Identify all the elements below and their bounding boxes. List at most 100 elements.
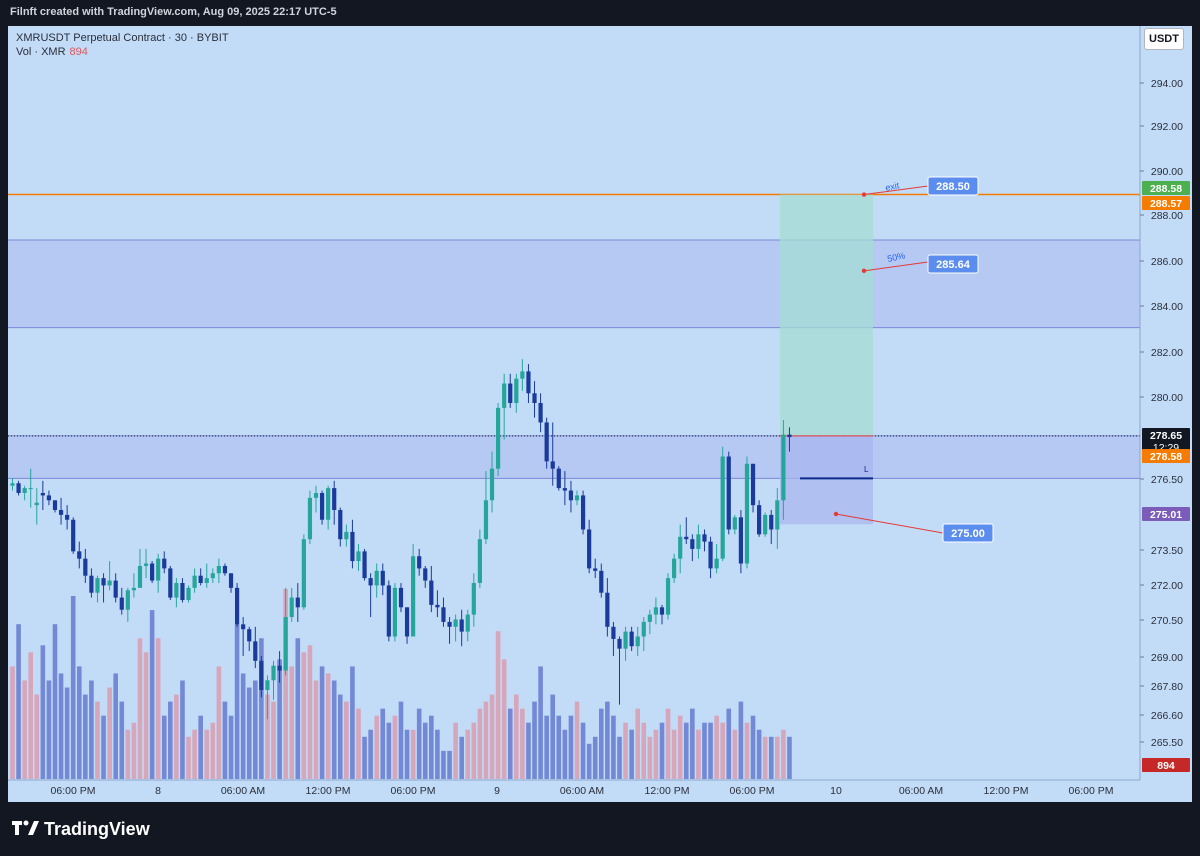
candle-body	[556, 468, 561, 489]
candle-body	[295, 597, 300, 608]
volume-bar	[283, 589, 288, 779]
half-callout-box	[927, 254, 979, 274]
volume-bar	[34, 694, 40, 779]
volume-bar	[429, 715, 434, 779]
candles	[10, 359, 792, 720]
time-tick-label: 9	[494, 785, 500, 797]
volume-bar	[119, 701, 125, 779]
currency-button[interactable]: USDT	[1144, 28, 1184, 50]
candle-body	[58, 510, 64, 515]
candle-body	[708, 541, 713, 569]
volume-bar	[228, 715, 234, 779]
candle-body	[119, 597, 124, 610]
candle-body	[726, 456, 731, 530]
candle-body	[156, 558, 161, 581]
volume-bar	[198, 715, 203, 779]
volume-bar	[83, 694, 88, 779]
volume-bar	[143, 652, 149, 779]
half-callout-line	[863, 261, 929, 272]
price-tag	[1142, 758, 1190, 772]
volume-bar	[495, 631, 501, 779]
volume-bar	[259, 638, 264, 779]
volume-bar	[744, 722, 750, 779]
price-tick-label: 288.00	[1151, 210, 1183, 222]
candle-body	[180, 582, 185, 601]
volume-bar	[787, 736, 792, 779]
time-tick-label: 06:00 PM	[391, 785, 436, 797]
vol-label: Vol · XMR	[16, 46, 66, 58]
half-callout-label: 50%	[886, 250, 906, 264]
candle-body	[738, 517, 743, 564]
volume-bar	[465, 729, 471, 779]
volume-bar	[756, 729, 762, 779]
volume-bar	[28, 652, 34, 779]
volume-bar	[295, 638, 301, 779]
volume-bar	[647, 736, 653, 779]
price-tick-label: 294.00	[1151, 78, 1183, 90]
volume-bar	[659, 722, 665, 779]
exit-callout-line	[863, 185, 929, 196]
volume-bar	[210, 722, 216, 779]
chart-frame[interactable]	[8, 26, 1192, 802]
price-tag	[1142, 181, 1190, 195]
zones	[8, 239, 1140, 479]
candle-body	[95, 578, 100, 593]
candle-body	[459, 619, 464, 632]
candle-body	[326, 488, 331, 520]
volume-bar	[574, 701, 580, 779]
volume-bar	[598, 708, 604, 779]
half-callout-value: 285.64	[936, 259, 971, 271]
time-tick-label: 10	[830, 785, 842, 797]
candle-body	[605, 592, 610, 627]
candle-body	[77, 551, 82, 559]
candle-body	[496, 407, 501, 469]
candle-body	[714, 558, 719, 569]
candle-body	[423, 568, 428, 581]
candle-body	[28, 488, 33, 490]
candle-body	[192, 575, 197, 588]
volume-bar	[617, 736, 622, 779]
volume-bar	[137, 638, 143, 779]
volume-bar	[453, 722, 458, 779]
volume-bar	[289, 666, 295, 779]
volume-bar	[635, 708, 641, 779]
candle-body	[690, 539, 695, 549]
volume-bar	[58, 673, 64, 779]
price-tag-label: 288.57	[1150, 198, 1182, 210]
candle-body	[332, 488, 337, 511]
candle-body	[271, 665, 276, 681]
volume-bar	[526, 722, 531, 779]
candle-body	[289, 597, 294, 618]
candle-body	[672, 558, 677, 579]
candle-body	[678, 536, 683, 559]
candle-body	[775, 500, 780, 530]
volume-bar	[374, 715, 379, 779]
candle-body	[757, 505, 762, 535]
volume-bar	[307, 645, 313, 779]
volume-bar	[301, 652, 307, 779]
candle-body	[89, 575, 94, 593]
candle-body	[526, 371, 531, 394]
time-tick-label: 06:00 PM	[51, 785, 96, 797]
volume-bar	[368, 729, 373, 779]
volume-bar	[271, 701, 276, 779]
volume-bar	[404, 729, 410, 779]
target-zone	[780, 194, 873, 436]
price-tick-label: 270.50	[1151, 615, 1183, 627]
candle-body	[107, 580, 112, 586]
volume-bar	[580, 722, 586, 779]
price-tick-label: 269.00	[1151, 652, 1183, 664]
volume-bar	[149, 610, 155, 779]
volume-bar	[216, 666, 222, 779]
time-tick-label: 8	[155, 785, 161, 797]
candle-body	[168, 568, 173, 598]
candle-body	[763, 514, 768, 535]
volume-bar	[775, 736, 780, 779]
volume-bar	[702, 722, 707, 779]
candle-body	[247, 629, 252, 642]
candle-body	[435, 604, 440, 608]
candle-body	[253, 641, 258, 661]
candle-body	[465, 614, 470, 632]
